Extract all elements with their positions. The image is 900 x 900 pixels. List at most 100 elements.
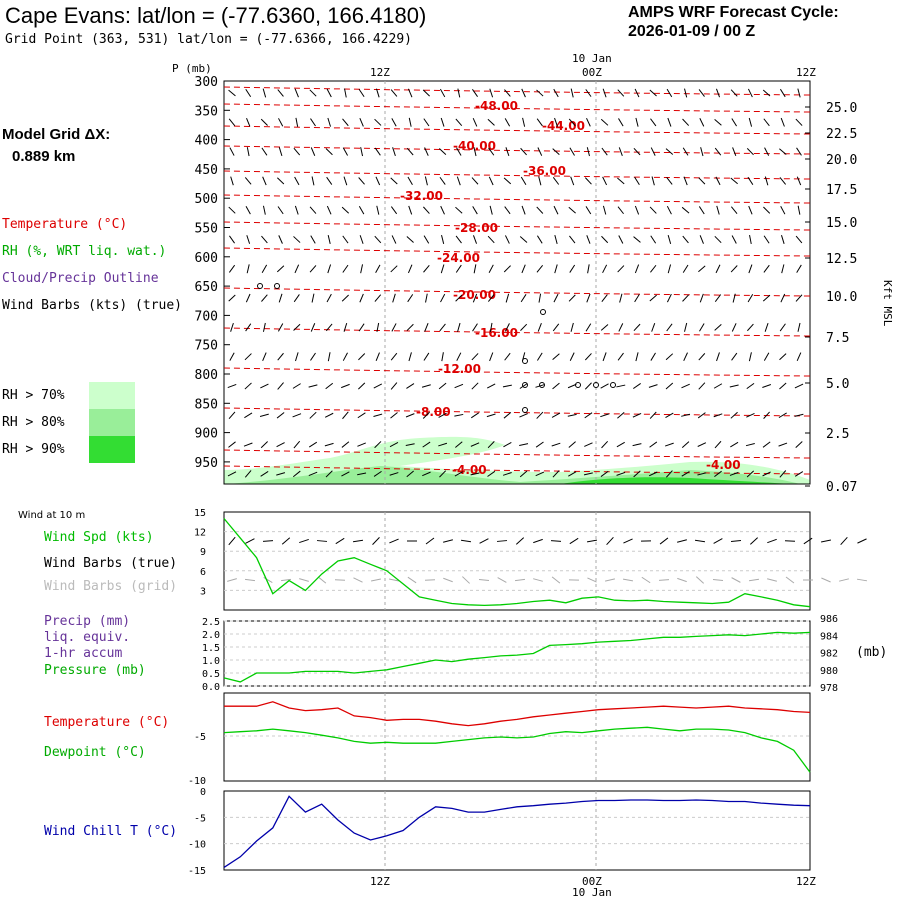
wind-barb-true: [713, 538, 723, 544]
wind-barb: [536, 235, 543, 244]
precip-label: Precip (mm): [44, 614, 131, 629]
wind-barb-true: [460, 539, 472, 543]
wind-barb: [585, 89, 592, 97]
wind-barb: [697, 472, 707, 476]
wind-barb: [730, 441, 739, 448]
wind-barb: [551, 412, 561, 418]
legend-temperature: Temperature (°C): [2, 217, 128, 232]
legend-rh90-label: RH > 90%: [2, 442, 65, 457]
wind-barb: [358, 88, 365, 98]
profile-frame: [223, 80, 811, 485]
wind-barb: [503, 177, 512, 185]
wind-barb: [470, 472, 480, 476]
wind-barb: [538, 293, 542, 303]
chill-tick-label: -15: [188, 866, 206, 877]
wind-barb: [536, 118, 543, 127]
wind-barb: [343, 322, 348, 332]
wind-barb: [650, 352, 656, 361]
wind-barb: [504, 89, 511, 97]
wind-barb: [568, 441, 576, 448]
top-time-label-3: 12Z: [796, 66, 816, 79]
wind-barb: [342, 147, 349, 156]
wind-barb: [505, 293, 510, 303]
wind-barb: [698, 382, 706, 390]
wind-barbs-grid-label: Wind Barbs (grid): [44, 579, 178, 594]
wind-barb: [294, 205, 299, 215]
wind-barb: [325, 382, 334, 390]
wind-barb: [472, 89, 478, 97]
wind-barb: [586, 293, 591, 303]
wind-barb: [423, 352, 430, 361]
wind-barb: [682, 294, 690, 302]
wind-barb: [537, 323, 542, 332]
wind-barb: [730, 265, 738, 273]
wind-barb-true: [281, 537, 291, 545]
wind-barb: [260, 118, 268, 126]
wind-barb: [295, 352, 299, 362]
height-tick-label: 17.5: [826, 183, 857, 198]
wind-barb: [228, 206, 236, 214]
wind-barb: [246, 147, 250, 157]
wind-barb: [244, 412, 253, 419]
bottom-time-label-3: 12Z: [796, 875, 816, 888]
wind-barb: [422, 411, 430, 419]
wind-barb: [714, 440, 722, 449]
wind-barb: [504, 118, 511, 127]
wind-barb: [489, 352, 494, 362]
height-tick-label: 2.5: [826, 427, 849, 442]
wind-barb: [551, 442, 561, 447]
wind-barb: [487, 235, 495, 244]
wind-barb: [520, 147, 527, 156]
profile-panel: P (mb) Kft MSL 300 350 400 450 500 550 600 650 700…: [172, 62, 894, 495]
wind-barb: [357, 412, 366, 419]
wind-barb: [390, 352, 398, 361]
wind-barb: [472, 117, 478, 127]
pressure-tick-label: 982: [820, 649, 838, 660]
wind-barb: [570, 176, 575, 186]
wind-barb: [716, 352, 720, 362]
wind-barb: [358, 177, 365, 185]
wind-barb: [519, 413, 528, 418]
wind-barb: [794, 383, 804, 389]
wind-barb: [519, 443, 529, 447]
wind-barb: [569, 235, 576, 244]
top-time-label-1: 12Z: [370, 66, 390, 79]
wind-barb: [357, 472, 367, 476]
wind-barb-grid: [605, 578, 615, 582]
temperature-line: [224, 701, 811, 727]
pressure-tick-label: 978: [820, 683, 838, 694]
wind-barb: [666, 323, 673, 332]
wind-barb: [472, 206, 478, 215]
wind-barb: [633, 323, 641, 332]
wind-barb: [309, 265, 317, 273]
wind-barb: [763, 411, 770, 419]
wind-barb: [309, 89, 317, 97]
wind-barb: [456, 147, 462, 156]
pressure-tick-label: 800: [195, 368, 218, 383]
wind-barb: [602, 352, 607, 362]
wind-barb: [600, 470, 609, 477]
wind-barb: [391, 235, 397, 244]
wind-barb: [487, 470, 496, 477]
wind-barb: [521, 88, 526, 98]
pressure-tick-label: 550: [195, 222, 218, 237]
wind-barb: [423, 265, 430, 273]
precip-liq-label: liq. equiv.: [44, 630, 131, 645]
wind-chill-line: [223, 795, 811, 868]
wind-barb: [633, 470, 641, 478]
wind-barb: [634, 264, 640, 274]
wind-frame: [223, 511, 811, 611]
wind-barb: [277, 206, 284, 215]
wind-barb: [779, 88, 786, 98]
wind-barb: [587, 264, 590, 274]
wind-barb: [667, 235, 672, 244]
precip-frame: [223, 620, 811, 687]
wind-barb: [684, 88, 688, 98]
wind-barb: [374, 235, 382, 244]
isotherm-line: [223, 287, 811, 297]
wind-barb: [309, 206, 317, 214]
wind-barb: [471, 353, 479, 361]
top-date-label: 10 Jan: [572, 52, 612, 65]
wind-barb: [618, 118, 624, 127]
wind-barb: [554, 235, 558, 244]
